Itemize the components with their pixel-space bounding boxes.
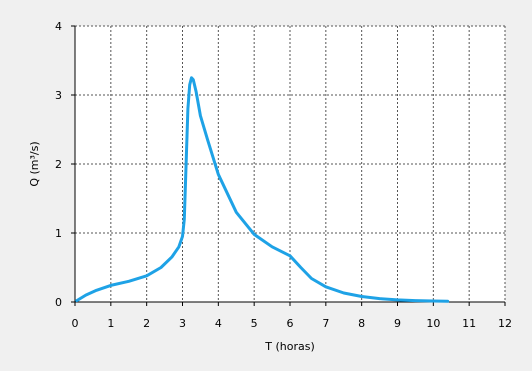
y-tick-label: 4 [55,20,62,33]
x-tick-label: 12 [498,317,512,330]
x-tick-label: 2 [143,317,150,330]
y-tick-label: 1 [55,227,62,240]
x-tick-label: 1 [107,317,114,330]
x-tick-label: 3 [179,317,186,330]
x-tick-label: 0 [72,317,79,330]
x-axis-label: T (horas) [264,340,315,353]
grid-layer [75,25,506,302]
y-axis-label: Q (m³/s) [28,141,41,186]
x-tick-label: 5 [251,317,258,330]
y-tick-label: 3 [55,89,62,102]
x-tick-label: 4 [215,317,222,330]
x-tick-label: 10 [426,317,440,330]
x-tick-label: 8 [358,317,365,330]
series-layer [75,76,450,303]
x-tick-label: 7 [322,317,329,330]
y-tick-label: 2 [55,158,62,171]
x-tick-label: 6 [287,317,294,330]
x-tick-label: 9 [394,317,401,330]
series-line [75,76,450,303]
x-tick-label: 11 [462,317,476,330]
y-tick-label: 0 [55,296,62,309]
